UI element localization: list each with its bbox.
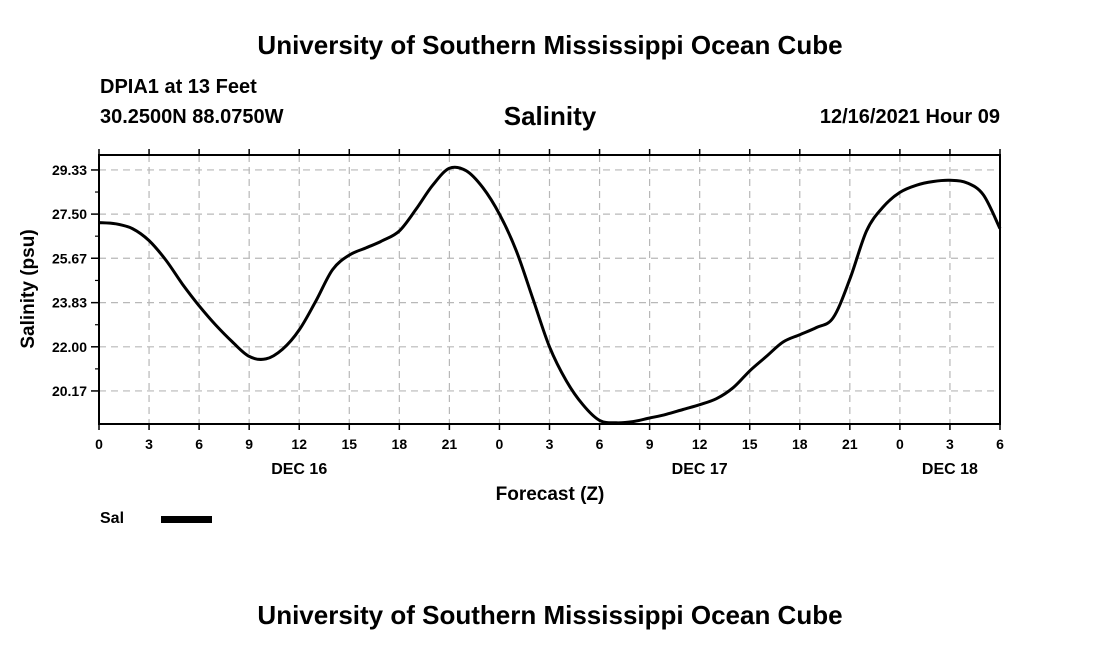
y-tick-label: 27.50 xyxy=(52,206,87,222)
series-line-sal xyxy=(98,165,1002,425)
y-tick-label: 20.17 xyxy=(52,383,87,399)
x-axis-title: Forecast (Z) xyxy=(496,484,605,505)
x-tick-label: 12 xyxy=(692,436,708,452)
date-label: DEC 17 xyxy=(672,461,728,478)
legend-label: Sal xyxy=(100,510,125,527)
plot-frame xyxy=(98,154,1001,425)
y-tick-label: 23.83 xyxy=(52,295,87,311)
x-tick-label: 6 xyxy=(195,436,203,452)
main-title: University of Southern Mississippi Ocean… xyxy=(257,30,843,60)
date-label: DEC 16 xyxy=(271,461,327,478)
x-tick-label: 21 xyxy=(842,436,858,452)
grid-layer xyxy=(99,155,1000,424)
date-label: DEC 18 xyxy=(922,461,978,478)
x-tick-label: 3 xyxy=(546,436,554,452)
y-tick-label: 22.00 xyxy=(52,339,87,355)
x-tick-label: 18 xyxy=(792,436,808,452)
x-tick-label: 9 xyxy=(646,436,654,452)
x-tick-label: 12 xyxy=(291,436,307,452)
station-label: DPIA1 at 13 Feet xyxy=(100,76,257,98)
x-tick-label: 3 xyxy=(145,436,153,452)
tick-layer xyxy=(91,149,1001,430)
y-axis-title: Salinity (psu) xyxy=(18,229,39,348)
x-tick-label: 15 xyxy=(341,436,357,452)
x-tick-label: 0 xyxy=(496,436,504,452)
x-tick-label: 6 xyxy=(596,436,604,452)
x-tick-label: 21 xyxy=(442,436,458,452)
forecast-timestamp: 12/16/2021 Hour 09 xyxy=(819,106,1000,128)
label-layer: 0 3 6 9 12 15 18 21 0 3 6 9 12 15 18 21 0 3 6 20.17 22.00 23.… xyxy=(52,162,1004,478)
x-tick-label: 9 xyxy=(245,436,253,452)
x-tick-label: 15 xyxy=(742,436,758,452)
legend-line-swatch xyxy=(161,516,212,523)
x-tick-label: 0 xyxy=(95,436,103,452)
x-tick-label: 18 xyxy=(392,436,408,452)
y-tick-label: 25.67 xyxy=(52,250,87,266)
chart-title: Salinity xyxy=(503,101,597,131)
x-tick-label: 0 xyxy=(896,436,904,452)
x-tick-label: 3 xyxy=(946,436,954,452)
footer-title: University of Southern Mississippi Ocean… xyxy=(257,600,843,630)
coordinates-label: 30.2500N 88.0750W xyxy=(100,106,284,128)
y-tick-label: 29.33 xyxy=(52,162,87,178)
x-tick-label: 6 xyxy=(996,436,1004,452)
